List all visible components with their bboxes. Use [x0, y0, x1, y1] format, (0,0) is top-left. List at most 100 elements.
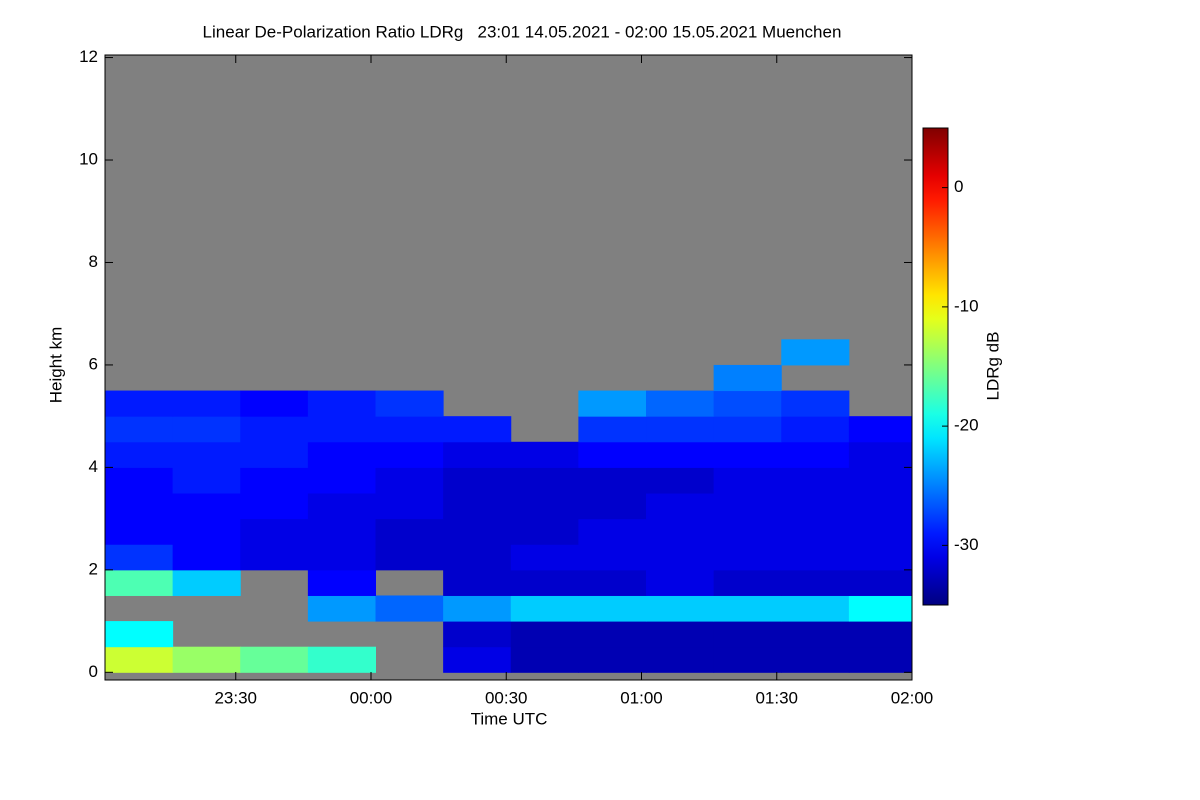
colorbar — [922, 127, 949, 606]
heatmap-cell — [375, 467, 444, 494]
heatmap-cell — [848, 569, 913, 596]
heatmap-cell — [443, 544, 512, 571]
x-tick-label: 00:00 — [350, 688, 393, 707]
y-tick-label: 4 — [89, 457, 98, 476]
heatmap-cell — [307, 595, 377, 622]
heatmap-cell — [443, 569, 512, 596]
heatmap-cell — [443, 595, 512, 622]
heatmap-cell — [646, 621, 715, 648]
heatmap-cell — [240, 416, 309, 443]
heatmap-cell — [848, 595, 913, 622]
heatmap-cell — [578, 416, 647, 443]
heatmap-cell — [713, 569, 782, 596]
heatmap-cell — [307, 544, 377, 571]
heatmap-cell — [375, 390, 444, 417]
heatmap-cell — [510, 595, 579, 622]
heatmap-cell — [848, 441, 913, 468]
heatmap-cell — [375, 518, 444, 545]
heatmap-cell — [172, 544, 241, 571]
heatmap-cell — [105, 518, 174, 545]
heatmap-cell — [510, 441, 579, 468]
heatmap-cell — [578, 467, 647, 494]
heatmap-cell — [105, 416, 174, 443]
heatmap-cell — [375, 493, 444, 520]
heatmap-cell — [307, 441, 377, 468]
colorbar-tick-label: 0 — [954, 177, 963, 196]
heatmap-cell — [105, 621, 174, 648]
heatmap-cell — [307, 390, 377, 417]
heatmap-cell — [443, 441, 512, 468]
heatmap-cell — [172, 646, 241, 673]
y-tick-label: 8 — [89, 252, 98, 271]
heatmap-cell — [510, 646, 579, 673]
heatmap-cell — [781, 518, 850, 545]
colorbar-tick-label: -10 — [954, 296, 979, 315]
heatmap-cell — [510, 493, 579, 520]
chart-title: Linear De-Polarization Ratio LDRg 23:01 … — [203, 22, 842, 41]
heatmap-cell — [240, 493, 309, 520]
y-tick-label: 6 — [89, 354, 98, 373]
heatmap-cell — [781, 646, 850, 673]
heatmap-cell — [240, 467, 309, 494]
heatmap-cell — [105, 467, 174, 494]
heatmap-cell — [848, 646, 913, 673]
heatmap-cell — [713, 416, 782, 443]
heatmap-cell — [713, 364, 782, 392]
heatmap-cell — [375, 595, 444, 622]
heatmap-cell — [646, 595, 715, 622]
y-axis-label: Height km — [46, 327, 65, 404]
heatmap-cell — [848, 493, 913, 520]
heatmap-cell — [781, 493, 850, 520]
colorbar-label: LDRg dB — [983, 332, 1002, 401]
heatmap-cell — [105, 646, 174, 673]
heatmap-cell — [578, 595, 647, 622]
heatmap-cell — [646, 493, 715, 520]
y-tick-label: 2 — [89, 559, 98, 578]
heatmap-cell — [713, 544, 782, 571]
heatmap-cell — [646, 646, 715, 673]
heatmap-cell — [781, 416, 850, 443]
heatmap-cell — [646, 544, 715, 571]
heatmap-cell — [307, 493, 377, 520]
heatmap-cell — [781, 569, 850, 596]
heatmap-cell — [307, 646, 377, 673]
heatmap-cell — [848, 518, 913, 545]
y-tick-label: 10 — [79, 150, 98, 169]
heatmap-cell — [172, 518, 241, 545]
heatmap-cell — [713, 621, 782, 648]
heatmap-cell — [510, 467, 579, 494]
heatmap-cell — [848, 621, 913, 648]
heatmap-cell — [375, 544, 444, 571]
heatmap-cell — [307, 569, 377, 596]
heatmap-cell — [240, 518, 309, 545]
heatmap-cell — [240, 646, 309, 673]
heatmap-cell — [578, 493, 647, 520]
heatmap-cell — [713, 595, 782, 622]
heatmap-cell — [443, 493, 512, 520]
heatmap-cell — [713, 390, 782, 417]
heatmap-cell — [578, 390, 647, 417]
heatmap-cell — [713, 493, 782, 520]
heatmap-cell — [510, 518, 579, 545]
heatmap-cell — [172, 416, 241, 443]
heatmap-cell — [510, 544, 579, 571]
colorbar-tick-label: -20 — [954, 416, 979, 435]
heatmap-cell — [713, 518, 782, 545]
heatmap-cell — [713, 646, 782, 673]
heatmap-cell — [443, 621, 512, 648]
heatmap-cell — [578, 621, 647, 648]
heatmap-cell — [848, 467, 913, 494]
heatmap-cell — [172, 390, 241, 417]
heatmap-cell — [510, 621, 579, 648]
heatmap-cell — [781, 595, 850, 622]
heatmap-cell — [172, 441, 241, 468]
heatmap-cell — [578, 441, 647, 468]
heatmap-cell — [848, 544, 913, 571]
heatmap-cell — [443, 467, 512, 494]
heatmap-cell — [510, 569, 579, 596]
heatmap-cell — [646, 416, 715, 443]
heatmap-cell — [781, 544, 850, 571]
heatmap-cell — [781, 441, 850, 468]
heatmap-cell — [240, 544, 309, 571]
